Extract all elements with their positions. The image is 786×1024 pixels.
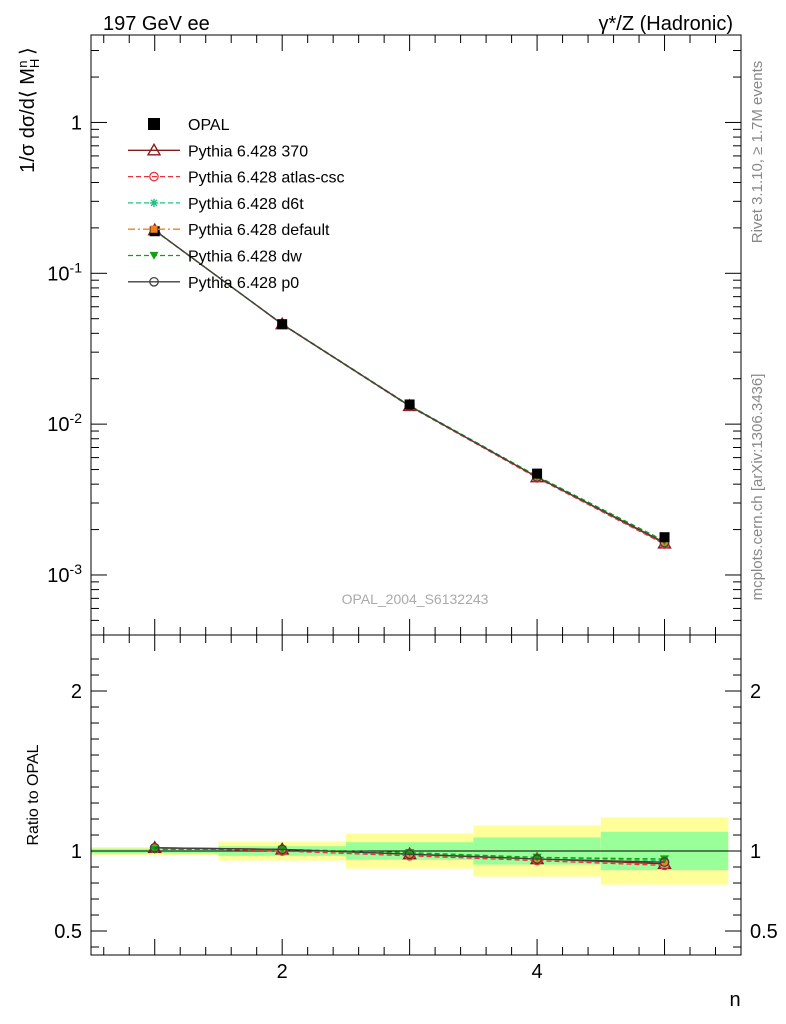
mcplots-label: mcplots.cern.ch [arXiv:1306.3436]: [749, 374, 766, 601]
legend-label: Pythia 6.428 dw: [188, 249, 302, 266]
opal-data-point: [404, 399, 415, 410]
x-tick-label: 4: [532, 961, 543, 983]
ratio-y-tick-label: 0.5: [54, 921, 82, 943]
watermark: OPAL_2004_S6132243: [342, 591, 489, 607]
ratio-y-tick-label: 1: [71, 841, 82, 863]
legend-opal-marker: [148, 118, 160, 130]
ratio-y-tick-label-right: 0.5: [750, 921, 778, 943]
legend-label: Pythia 6.428 d6t: [188, 196, 304, 213]
main-axis-ticks: 10-3 10-2 10-1 1: [47, 35, 741, 636]
main-y-tick-label: 10-1: [47, 259, 82, 285]
main-panel: OPAL_2004_S6132243 10-3 10-2 10-1 1 OPAL Pyt…: [47, 34, 742, 636]
rivet-label: Rivet 3.1.10, ≥ 1.7M events: [749, 61, 766, 244]
legend-marker: [149, 251, 159, 260]
x-axis-label: n: [729, 989, 740, 1011]
ratio-frame: [90, 634, 742, 956]
ratio-series-marker: [659, 857, 670, 868]
main-y-tick-label: 1: [71, 112, 82, 134]
header-right: γ*/Z (Hadronic): [599, 13, 733, 35]
ratio-series-marker: [660, 855, 670, 864]
header-left: 197 GeV ee: [103, 13, 210, 35]
ratio-panel: 0.5 0.5 1 1 2 2 2 4: [54, 634, 778, 983]
main-series-layer: [147, 222, 672, 550]
ratio-y-axis-label: Ratio to OPAL: [25, 744, 42, 845]
opal-data-point: [659, 532, 670, 543]
legend-label: Pythia 6.428 default: [188, 222, 330, 239]
ratio-y-tick-label: 2: [71, 681, 82, 703]
main-y-tick-label: 10-2: [47, 410, 82, 436]
legend-label: Pythia 6.428 p0: [188, 275, 299, 292]
opal-data-point: [532, 468, 543, 479]
legend: OPAL Pythia 6.428 370 Pythia 6.428 atlas-c…: [128, 117, 345, 292]
main-y-axis-label: 1/σ dσ/d⟨ MHn ⟩: [15, 47, 42, 173]
ratio-series-marker: [404, 849, 415, 860]
ratio-series-marker: [532, 854, 542, 864]
ratio-series-line: [154, 847, 665, 863]
ratio-series-marker: [149, 842, 160, 853]
legend-label: Pythia 6.428 atlas-csc: [188, 170, 345, 187]
legend-label: Pythia 6.428 370: [188, 143, 308, 160]
legend-marker: [149, 276, 159, 287]
ratio-axis-ticks: 0.5 0.5 1 1 2 2 2 4: [54, 635, 778, 983]
main-y-axis-label-text: 1/σ dσ/d⟨ MHn ⟩: [15, 47, 42, 173]
legend-marker: [146, 142, 162, 156]
ratio-series-layer: [147, 840, 672, 871]
ratio-y-tick-label-right: 1: [750, 841, 761, 863]
x-tick-label: 2: [277, 961, 288, 983]
legend-marker: [150, 225, 158, 233]
main-y-tick-label: 10-3: [47, 561, 82, 587]
ratio-y-tick-label-right: 2: [750, 681, 761, 703]
legend-marker: [149, 171, 159, 182]
opal-data-point: [277, 319, 288, 330]
legend-marker: [149, 198, 159, 208]
ratio-series-marker: [277, 844, 288, 855]
legend-opal-label: OPAL: [188, 117, 230, 134]
